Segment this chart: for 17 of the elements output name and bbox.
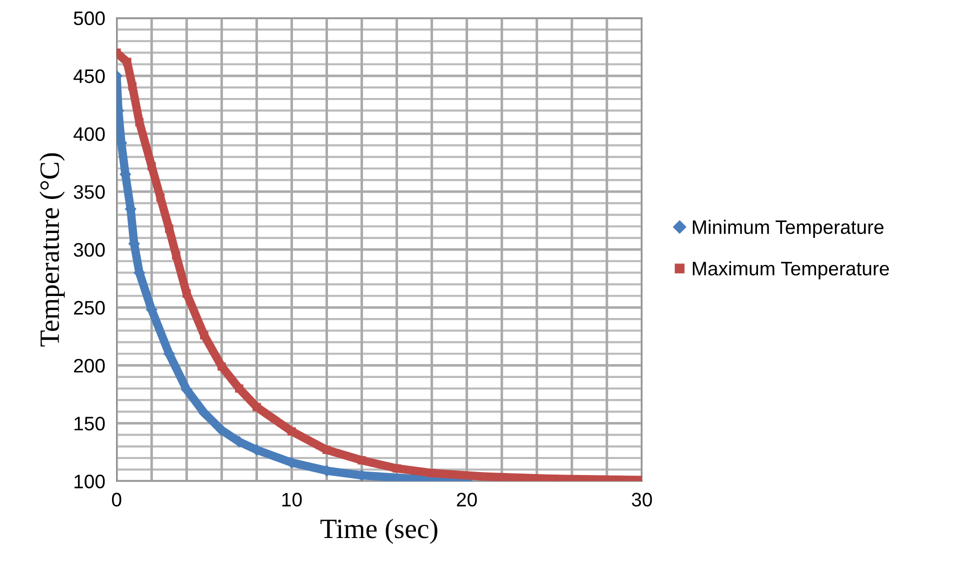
y-tick-label: 350 [74, 185, 105, 199]
y-tick-label: 100 [74, 474, 105, 488]
x-tick-label: 0 [112, 492, 122, 507]
y-axis-title: Temperature (°C) [40, 153, 65, 347]
legend-label: Minimum Temperature [692, 220, 884, 238]
x-tick-label: 20 [456, 492, 477, 507]
x-tick-label: 10 [282, 492, 302, 507]
x-tick-label: 30 [632, 492, 652, 507]
y-tick-label: 500 [74, 11, 105, 26]
y-tick-label: 450 [74, 69, 105, 84]
x-axis-title: Time (sec) [320, 518, 438, 544]
y-tick-label: 250 [74, 300, 105, 315]
y-tick-label: 200 [74, 358, 105, 373]
y-tick-label: 150 [74, 416, 105, 430]
y-tick-label: 300 [74, 243, 105, 257]
y-tick-label: 400 [74, 127, 105, 141]
legend-label: Maximum Temperature [692, 261, 889, 280]
